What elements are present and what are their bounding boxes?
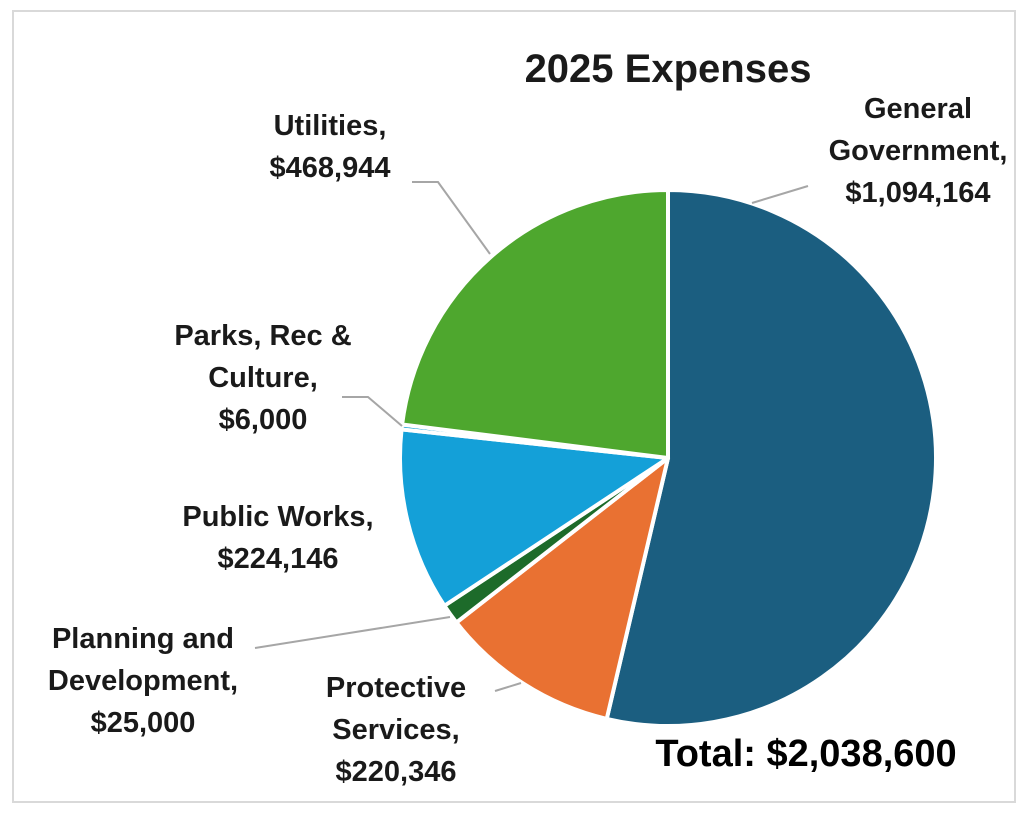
pie-slice-utilities [400,188,670,460]
leader-line-planning-and-development [254,616,451,649]
data-label-line: $468,944 [270,152,391,184]
data-label-line: Government, [829,135,1008,167]
total-label: Total: $2,038,600 [655,733,956,775]
data-label-line: Culture, [208,362,318,394]
data-label-general-government: General Government, $1,094,164 [829,93,1008,209]
leader-line-general-government [751,185,809,204]
data-label-line: Planning and [52,623,234,655]
pie-slice-general-government [604,188,938,728]
data-label-utilities: Utilities, $468,944 [270,110,391,184]
data-label-planning-and-development: Planning and Development, $25,000 [48,623,238,739]
leader-line-parks-rec-culture [342,396,403,427]
data-label-line: $25,000 [91,707,196,739]
data-label-line: Utilities, [274,110,387,142]
data-label-line: Public Works, [182,501,373,533]
pie-slices [398,188,938,728]
data-label-line: $1,094,164 [845,177,990,209]
data-label-line: $220,346 [336,756,457,788]
data-label-line: Protective [326,672,466,704]
pie-slice-public-works [398,427,670,608]
data-label-public-works: Public Works, $224,146 [182,501,373,575]
chart-title: 2025 Expenses [525,47,812,91]
leader-line-protective-services [494,682,522,692]
data-label-line: Development, [48,665,238,697]
data-label-line: Services, [332,714,459,746]
data-label-parks-rec-culture: Parks, Rec & Culture, $6,000 [174,320,351,436]
pie-slice-protective-services [454,456,670,721]
leader-lines [254,181,809,692]
data-label-line: Parks, Rec & [174,320,351,352]
data-label-line: $224,146 [218,543,339,575]
data-label-line: General [864,93,972,125]
leader-line-utilities [412,181,491,255]
data-label-protective-services: Protective Services, $220,346 [326,672,466,788]
slice-labels: General Government, $1,094,164 Protective Se… [48,93,1008,788]
data-label-line: $6,000 [219,404,308,436]
